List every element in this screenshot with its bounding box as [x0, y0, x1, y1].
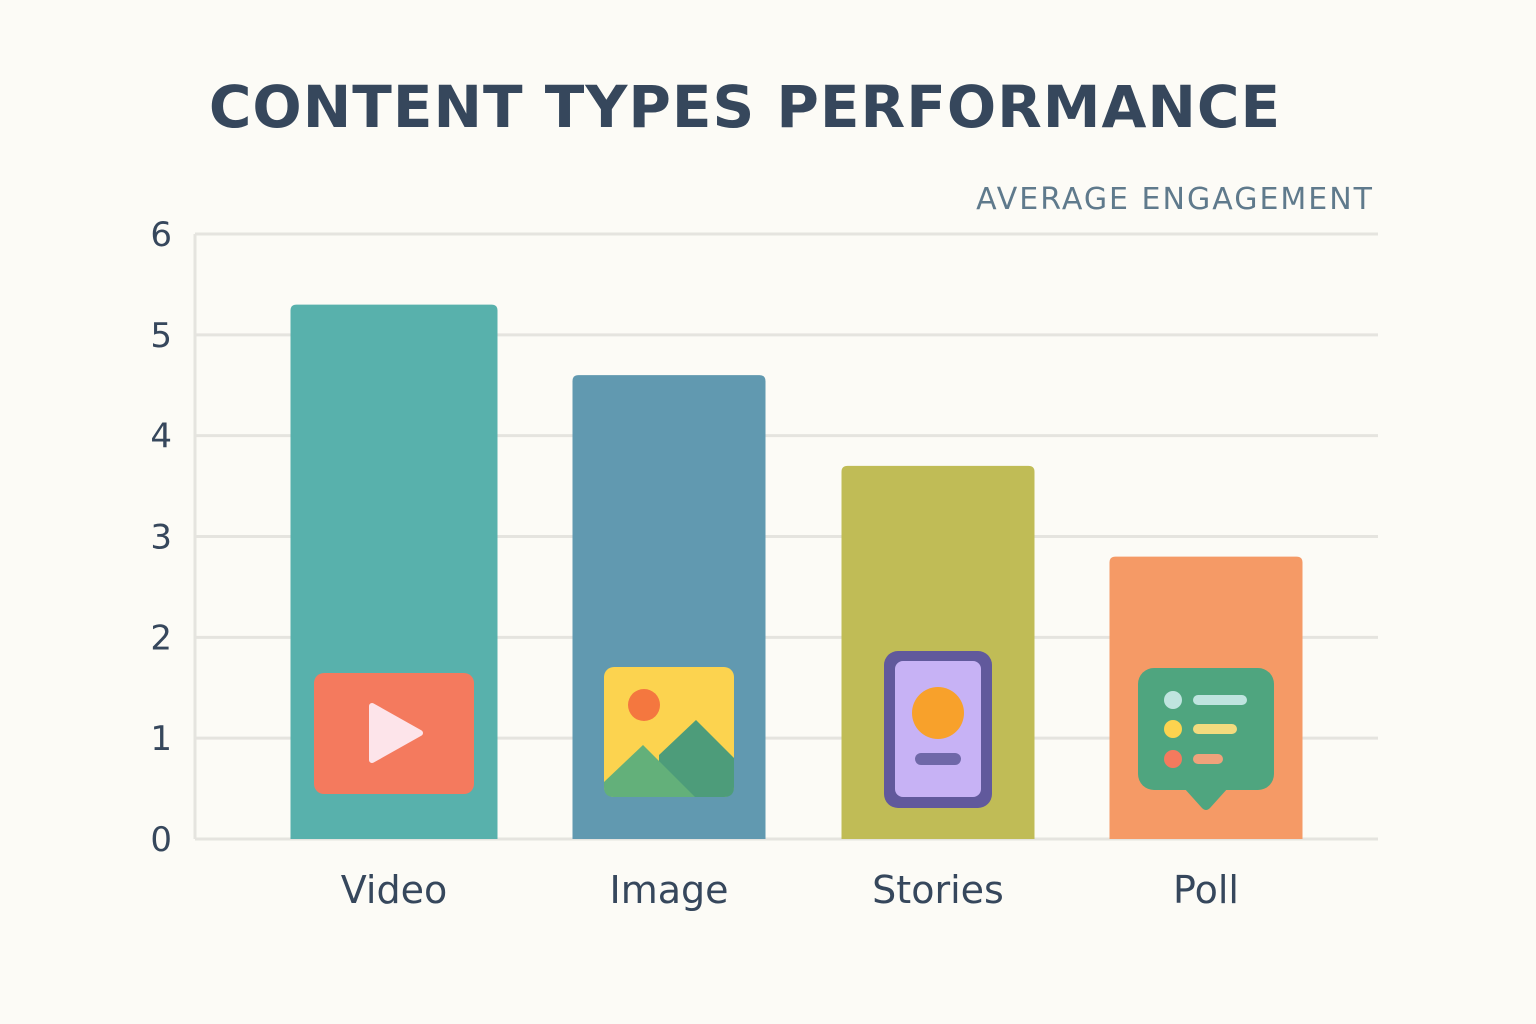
- stories-phone-icon: [884, 651, 992, 808]
- image-landscape-icon: [604, 667, 734, 797]
- chart-title: CONTENT TYPES PERFORMANCE: [209, 73, 1281, 141]
- x-category-label: Stories: [872, 868, 1004, 912]
- y-tick-label: 3: [150, 518, 172, 558]
- video-play-icon: [314, 673, 474, 794]
- y-tick-label: 0: [150, 820, 172, 860]
- x-axis-categories: Video Image Stories Poll: [341, 868, 1239, 912]
- y-tick-label: 1: [150, 719, 172, 759]
- y-tick-label: 6: [150, 215, 172, 255]
- y-axis-ticks: 0 1 2 3 4 5 6: [150, 215, 172, 860]
- bars: [290, 304, 1303, 839]
- x-category-label: Poll: [1173, 868, 1239, 912]
- x-category-label: Image: [609, 868, 728, 912]
- x-category-label: Video: [341, 868, 447, 912]
- poll-chat-icon: [1138, 668, 1274, 810]
- y-tick-label: 4: [150, 417, 172, 457]
- y-axis-label: AVERAGE ENGAGEMENT: [976, 182, 1374, 217]
- y-tick-label: 5: [150, 316, 172, 356]
- y-tick-label: 2: [150, 618, 172, 658]
